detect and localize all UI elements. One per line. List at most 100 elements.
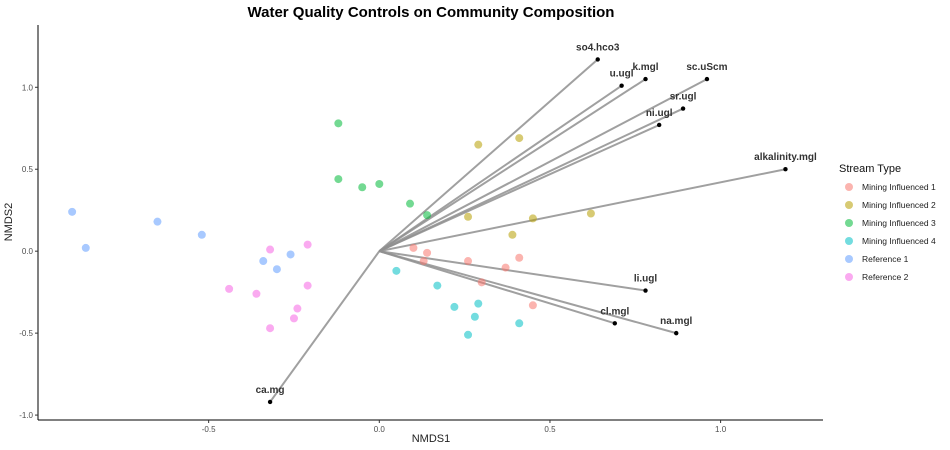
vector-tip-u.ugl	[619, 83, 624, 88]
data-point	[450, 302, 459, 311]
data-point	[81, 243, 90, 252]
data-point	[515, 319, 524, 328]
y-tick-label: 0.0	[22, 247, 34, 256]
data-point	[197, 230, 206, 239]
data-point	[586, 209, 595, 218]
data-point	[419, 257, 428, 266]
vector-tip-na.mgl	[674, 330, 679, 336]
data-point	[272, 265, 281, 274]
vector-tip-li.ugl	[643, 288, 648, 293]
data-point	[334, 119, 343, 128]
legend-key	[845, 237, 853, 245]
data-point	[334, 175, 343, 184]
x-tick-label: 1.0	[715, 425, 727, 434]
legend-key	[845, 255, 853, 263]
data-point	[474, 299, 483, 308]
data-point	[358, 183, 367, 192]
axis-ticks: -0.5 0.0 0.5 1.0 -1.0 -0.5 0.0 0.5 1.0	[19, 83, 727, 434]
legend-label: Mining Influenced 3	[862, 218, 936, 228]
vector-label-cl.mgl: cl.mgl	[600, 306, 629, 317]
vector-line-cl.mgl	[379, 250, 616, 325]
vector-label-u.ugl: u.ugl	[610, 69, 634, 80]
legend-key	[845, 201, 853, 209]
data-point	[392, 266, 401, 275]
vector-label-sr.ugl: sr.ugl	[670, 92, 697, 103]
y-tick-label: 1.0	[22, 83, 34, 92]
vector-label-sc.uScm: sc.uScm	[686, 62, 727, 73]
data-point	[470, 312, 479, 321]
legend-key	[845, 219, 853, 227]
legend-label: Mining Influenced 2	[862, 200, 936, 210]
x-tick-label: -0.5	[202, 425, 216, 434]
data-point	[528, 301, 537, 310]
y-axis-title: NMDS2	[3, 203, 15, 242]
vector-line-u.ugl	[378, 84, 623, 253]
data-point	[153, 217, 162, 226]
legend-key	[845, 273, 853, 281]
vector-label-na.mgl: na.mgl	[660, 316, 692, 327]
data-point	[293, 304, 302, 313]
vector-label-ni.ugl: ni.ugl	[646, 108, 673, 119]
legend-label: Reference 2	[862, 272, 909, 282]
legend-label: Mining Influenced 1	[862, 182, 936, 192]
vector-line-ni.ugl	[378, 124, 660, 253]
vector-tip-ni.ugl	[656, 122, 662, 128]
y-tick-label: -1.0	[19, 411, 33, 420]
data-point	[259, 257, 268, 266]
data-point	[464, 257, 473, 266]
data-point	[406, 199, 415, 208]
vector-label-so4.hco3: so4.hco3	[576, 42, 620, 53]
data-point	[528, 214, 537, 223]
y-tick-label: -0.5	[19, 329, 33, 338]
data-point	[303, 281, 312, 290]
vector-line-sc.uScm	[378, 78, 708, 253]
data-point	[286, 250, 295, 259]
vector-tip-sc.uScm	[704, 76, 710, 82]
data-point	[375, 179, 384, 188]
data-point	[266, 324, 275, 333]
vector-line-ca.mg	[269, 250, 381, 403]
vector-line-so4.hco3	[378, 58, 599, 252]
vector-tip-cl.mgl	[612, 321, 618, 326]
vector-tip-k.mgl	[643, 76, 648, 82]
data-point	[68, 207, 77, 216]
data-point	[409, 243, 418, 252]
data-point	[252, 289, 261, 298]
data-point	[474, 140, 483, 149]
data-point	[515, 134, 524, 143]
vector-tip-alkalinity.mgl	[783, 167, 788, 172]
vector-line-na.mgl	[379, 250, 677, 335]
data-point	[289, 314, 298, 323]
y-tick-label: 0.5	[22, 165, 34, 174]
vector-line-li.ugl	[379, 250, 646, 292]
data-point	[477, 278, 486, 287]
legend-key	[845, 183, 853, 191]
vector-label-alkalinity.mgl: alkalinity.mgl	[754, 152, 817, 163]
vector-label-li.ugl: li.ugl	[634, 274, 658, 285]
vector-label-ca.mg: ca.mg	[256, 385, 285, 396]
data-point	[508, 230, 517, 239]
legend-label: Mining Influenced 4	[862, 236, 936, 246]
data-point	[423, 248, 432, 257]
data-point	[225, 284, 234, 293]
data-point	[266, 245, 275, 254]
data-point	[464, 330, 473, 339]
data-point	[303, 240, 312, 249]
chart-title: Water Quality Controls on Community Comp…	[248, 4, 615, 21]
vector-line-alkalinity.mgl	[379, 168, 786, 253]
data-point	[433, 281, 442, 290]
data-point	[501, 263, 510, 272]
vector-tip-ca.mg	[267, 399, 273, 405]
x-tick-label: 0.0	[374, 425, 386, 434]
x-tick-label: 0.5	[544, 425, 556, 434]
legend-title: Stream Type	[839, 163, 901, 175]
legend-label: Reference 1	[862, 254, 909, 264]
data-point	[515, 253, 524, 262]
vector-label-k.mgl: k.mgl	[632, 62, 658, 73]
x-axis-title: NMDS1	[412, 433, 451, 445]
vector-tip-so4.hco3	[595, 57, 600, 62]
legend: Stream Type Mining Influenced 1 Mining In…	[839, 163, 936, 282]
vector-line-k.mgl	[378, 78, 647, 253]
